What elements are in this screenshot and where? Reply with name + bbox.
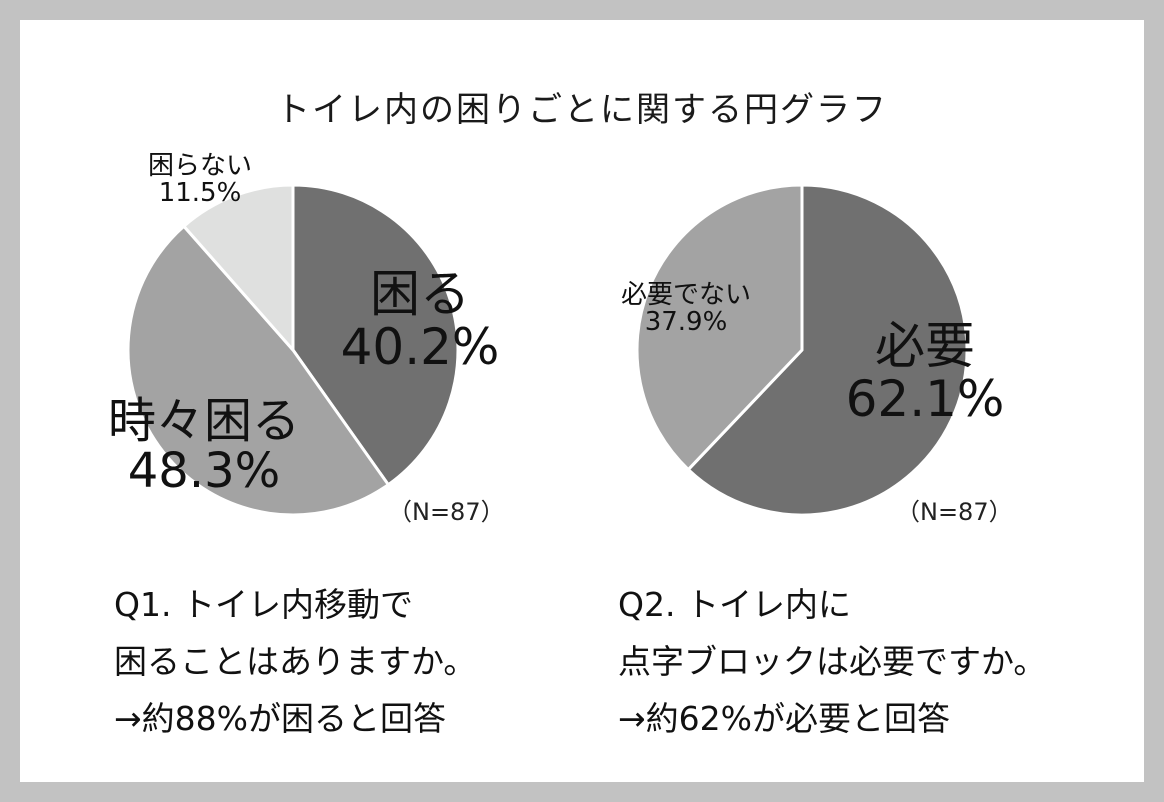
- slice-label-komaranai: 困らない 11.5%: [147, 151, 252, 209]
- question-1-line-1: Q1. トイレ内移動で: [114, 585, 413, 624]
- question-2-line-2: 点字ブロックは必要ですか。: [618, 642, 1047, 681]
- n-label-1: （N=87）: [388, 498, 505, 526]
- question-1-line-3: →約88%が困ると回答: [114, 699, 446, 738]
- question-1: Q1. トイレ内移動で 困ることはありますか。 →約88%が困ると回答: [114, 576, 476, 747]
- slice-label-hitsuyou: 必要 62.1%: [845, 317, 1005, 428]
- pie-2-slice-2: [635, 183, 804, 472]
- pie-2-slice-1: [686, 183, 969, 517]
- pie-charts: [126, 183, 969, 517]
- slice-label-hitsuyoudenai: 必要でない 37.9%: [620, 280, 751, 338]
- question-2-line-3: →約62%が必要と回答: [618, 699, 950, 738]
- question-1-line-2: 困ることはありますか。: [114, 642, 477, 681]
- slice-label-komaru: 困る 40.2%: [340, 265, 500, 376]
- question-2-line-1: Q2. トイレ内に: [618, 585, 851, 624]
- pie-1-slice-1: [291, 183, 460, 487]
- n-label-2: （N=87）: [896, 498, 1013, 526]
- question-2: Q2. トイレ内に 点字ブロックは必要ですか。 →約62%が必要と回答: [618, 576, 1046, 747]
- pie-1-slice-2: [126, 224, 390, 517]
- pie-1-slice-3: [182, 183, 295, 352]
- chart-title: トイレ内の困りごとに関する円グラフ: [276, 90, 888, 130]
- chart-card: トイレ内の困りごとに関する円グラフ 困る 40.2% 時々困る 48.3% 困ら…: [20, 20, 1144, 782]
- slice-label-tokidoki: 時々困る 48.3%: [107, 393, 300, 500]
